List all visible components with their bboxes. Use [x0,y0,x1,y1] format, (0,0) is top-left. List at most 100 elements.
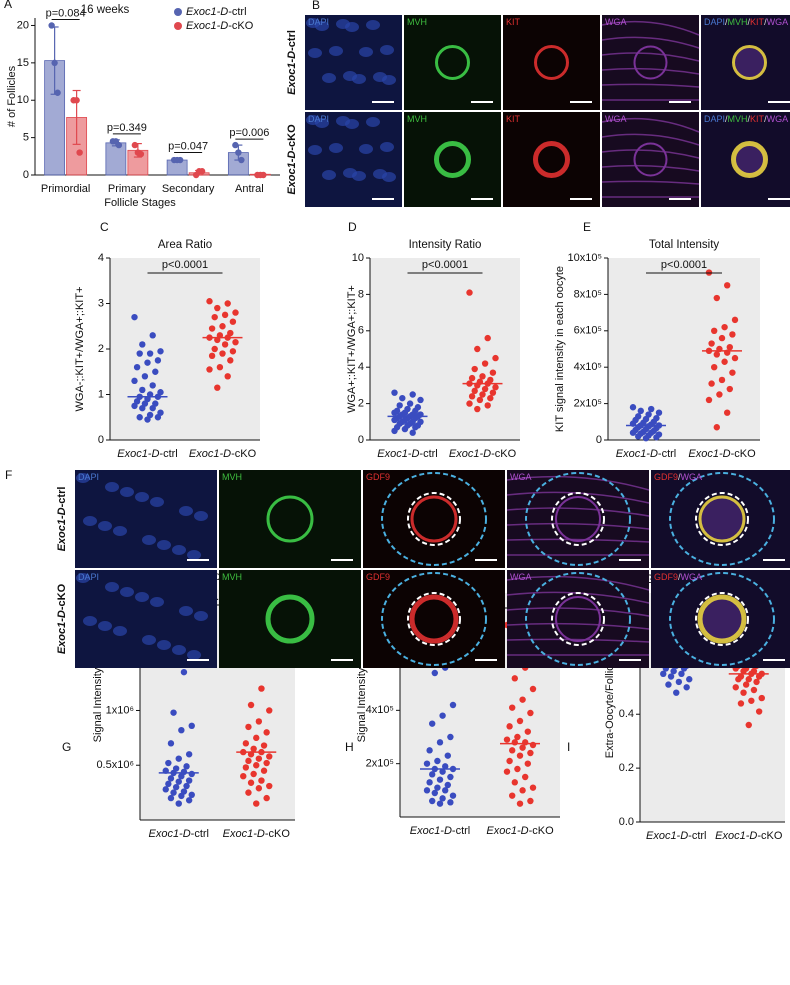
data-point [471,387,478,395]
y-tick-label: 4 [358,361,364,373]
y-tick-label: 0.4 [619,708,634,720]
micrograph [363,570,505,668]
channel-label: KIT [506,114,521,124]
data-point [449,792,457,799]
channel-label: MVH [222,572,242,582]
data-point [165,759,172,767]
data-point [208,325,216,332]
data-point [139,341,146,348]
p-value: p<0.0001 [422,259,468,271]
data-point [216,364,224,371]
oocyte-outline [407,492,461,546]
follicle-outline [381,572,487,666]
oocyte-outline [551,492,605,546]
data-point [429,771,436,778]
p-value: p<0.0001 [162,259,208,271]
p-value: p=0.349 [107,122,147,134]
data-point [180,668,188,676]
data-point [183,763,190,770]
micrograph [404,15,501,110]
nucleus [382,75,396,85]
channel-name: MVH [222,572,242,582]
oocyte-outline [695,492,749,546]
data-point [506,723,513,730]
data-point [708,340,715,347]
y-tick-label: 0.2 [619,762,634,774]
channel-name: GDF9 [366,572,390,582]
data-point [476,396,484,404]
nucleus [172,545,186,555]
data-point [481,360,489,367]
data-point [253,734,260,742]
channel-name: / [725,114,728,124]
nucleus [329,143,343,153]
data-point [133,364,141,371]
data-point [423,760,431,767]
micrograph [507,470,649,568]
data-point [637,407,644,415]
data-point [253,762,260,769]
y-tick-label: 0 [596,434,602,446]
data-point [426,779,433,786]
data-point [474,405,481,413]
data-point [423,787,431,794]
y-tick-label: 1 [98,388,104,400]
data-point [238,156,245,164]
channel-name: DAPI [308,114,329,124]
channel-name: WGA [605,114,627,124]
data-point [266,753,273,760]
data-point [136,350,143,357]
data-point [479,391,486,398]
data-point [185,777,193,784]
channel-label: WGA [605,17,627,27]
x-tick-label: Exoc1-D-ctrl [616,448,677,460]
data-point [183,782,190,790]
follicle-outline [669,572,775,666]
x-tick-label: Exoc1-D-ctrl [377,448,438,460]
panel-label: I [567,740,570,754]
membrane [601,117,700,133]
data-point [137,150,145,158]
data-point [139,386,146,394]
data-point [705,396,713,404]
data-point [245,789,252,796]
data-point [208,352,216,360]
oocyte-outline [551,592,605,646]
nucleus [329,46,343,56]
data-point [232,141,239,149]
data-point [250,745,257,753]
data-point [175,800,182,807]
y-tick-label: 10 [352,252,364,264]
data-point [391,427,398,435]
oocyte [731,141,768,178]
data-point [503,768,511,775]
data-point [250,770,257,778]
channel-name: WGA [767,17,789,27]
nucleus [179,606,193,616]
y-tick-label: 0.5x10⁶ [96,759,134,771]
micrograph [602,15,699,110]
data-point [412,424,419,431]
data-point [740,667,747,675]
data-point [401,425,409,433]
data-point [489,389,497,396]
data-point [167,775,175,782]
y-tick-label: 5 [23,132,29,144]
oocyte [434,141,471,178]
channel-name: DAPI [308,17,329,27]
p-value: p=0.084 [46,7,86,19]
oocyte [732,45,767,80]
membrane [506,538,650,543]
membrane [601,83,700,88]
data-point [678,670,685,678]
nucleus [142,535,156,545]
nucleus [352,74,366,84]
data-point [260,171,267,179]
channel-name: DAPI [704,114,725,124]
channel-name: DAPI [704,17,725,27]
legend-marker [174,8,182,16]
data-point [731,354,739,362]
data-point [54,89,61,96]
data-point [224,300,231,307]
data-point [529,741,537,749]
